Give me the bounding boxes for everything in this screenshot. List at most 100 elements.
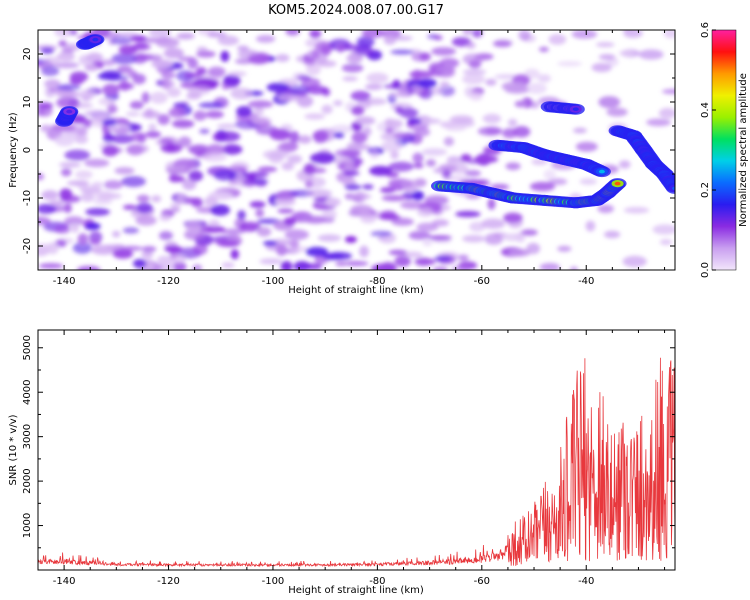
heatmap-cell	[672, 186, 675, 191]
heatmap-cell	[266, 82, 290, 92]
spectrogram-y-tick-label: 0	[22, 147, 33, 153]
heatmap-cell	[55, 62, 80, 69]
snr-y-tick-label: 2000	[22, 468, 33, 493]
heatmap-cell	[383, 34, 397, 45]
heatmap-cell	[142, 37, 161, 43]
heatmap-cell	[325, 197, 341, 207]
heatmap-cell	[395, 106, 404, 114]
heatmap-cell	[210, 204, 230, 216]
heatmap-cell	[425, 159, 436, 167]
heatmap-cell	[398, 108, 419, 118]
heatmap-cell	[178, 136, 192, 148]
heatmap-cell	[289, 239, 300, 249]
heatmap-cell	[223, 74, 241, 87]
heatmap-cell	[424, 195, 449, 206]
heatmap-cell	[572, 107, 579, 111]
heatmap-cell	[305, 176, 326, 188]
heatmap-cell	[309, 30, 322, 39]
heatmap-cell	[80, 186, 102, 194]
heatmap-cell	[305, 246, 329, 257]
heatmap-cell	[259, 258, 283, 265]
heatmap-cell	[443, 136, 455, 147]
heatmap-cell	[54, 30, 73, 38]
heatmap-cell	[151, 59, 174, 69]
heatmap-cell	[390, 150, 399, 160]
heatmap-cell	[521, 229, 538, 236]
heatmap-cell	[539, 263, 561, 270]
snr-x-axis-label: Height of straight line (km)	[288, 585, 424, 596]
snr-x-tick-label: -100	[262, 576, 285, 587]
heatmap-cell	[159, 231, 173, 241]
snr-x-tick-label: -60	[474, 576, 490, 587]
heatmap-cell	[184, 229, 205, 241]
heatmap-cell	[460, 154, 472, 163]
heatmap-cell	[512, 126, 531, 138]
heatmap-cell	[77, 233, 89, 245]
heatmap-cell	[277, 208, 294, 214]
heatmap-cell	[276, 93, 300, 102]
heatmap-cell	[481, 218, 506, 229]
heatmap-cell	[598, 54, 616, 61]
heatmap-cell	[622, 255, 647, 268]
heatmap-cell	[543, 169, 556, 180]
heatmap-cell	[492, 40, 512, 48]
heatmap-cell	[173, 106, 184, 113]
heatmap-cell	[84, 109, 109, 118]
heatmap-cell	[230, 161, 250, 174]
heatmap-cell	[64, 149, 91, 161]
heatmap-cell	[293, 261, 311, 270]
heatmap-cell	[77, 265, 101, 270]
heatmap-cell	[289, 131, 300, 143]
heatmap-cell	[333, 100, 343, 107]
heatmap-cell	[526, 82, 547, 95]
heatmap-cell	[70, 224, 80, 233]
heatmap-cell	[118, 45, 138, 55]
heatmap-cell	[112, 230, 121, 238]
snr-y-tick-label: 3000	[22, 424, 33, 449]
heatmap-cell	[409, 70, 434, 79]
heatmap-cell	[49, 200, 65, 207]
heatmap-cell	[284, 229, 309, 241]
heatmap-cell	[103, 180, 124, 190]
heatmap-cell	[255, 34, 276, 43]
heatmap-cell	[151, 195, 162, 203]
heatmap-cell	[161, 77, 172, 90]
heatmap-cell	[354, 116, 376, 125]
heatmap-cell	[431, 47, 457, 56]
spectrogram-y-tick-label: 10	[22, 96, 33, 109]
heatmap-cell	[38, 102, 54, 110]
heatmap-cell	[380, 187, 395, 194]
heatmap-cell	[356, 42, 372, 52]
heatmap-cell	[84, 64, 99, 72]
heatmap-cell	[346, 53, 363, 64]
heatmap-cell	[236, 45, 249, 51]
heatmap-cell	[56, 96, 80, 109]
heatmap-cell	[104, 74, 129, 82]
heatmap-cell	[109, 134, 135, 144]
heatmap-cell	[427, 33, 438, 40]
heatmap-cell	[439, 81, 450, 88]
heatmap-cell	[110, 36, 132, 45]
heatmap-cell	[204, 196, 218, 207]
heatmap-cell	[378, 214, 401, 221]
heatmap-cell	[618, 160, 631, 169]
heatmap-cell	[182, 178, 197, 191]
spectrogram-y-tick-label: 20	[22, 48, 33, 61]
heatmap-cell	[91, 244, 117, 255]
heatmap-cell	[557, 245, 572, 252]
heatmap-cell	[342, 76, 358, 82]
heatmap-cell	[91, 181, 104, 188]
heatmap-cell	[192, 243, 208, 255]
heatmap-cell	[388, 249, 408, 256]
heatmap-cell	[54, 224, 71, 234]
heatmap-cell	[263, 240, 278, 246]
heatmap-cell	[326, 251, 352, 260]
heatmap-cell	[331, 124, 354, 134]
heatmap-cell	[227, 71, 247, 77]
heatmap-cell	[571, 30, 598, 39]
heatmap-cell	[321, 104, 333, 115]
heatmap-cell	[69, 71, 89, 83]
heatmap-cell	[296, 95, 314, 108]
heatmap-cell	[419, 52, 431, 61]
heatmap-cell	[221, 144, 243, 155]
